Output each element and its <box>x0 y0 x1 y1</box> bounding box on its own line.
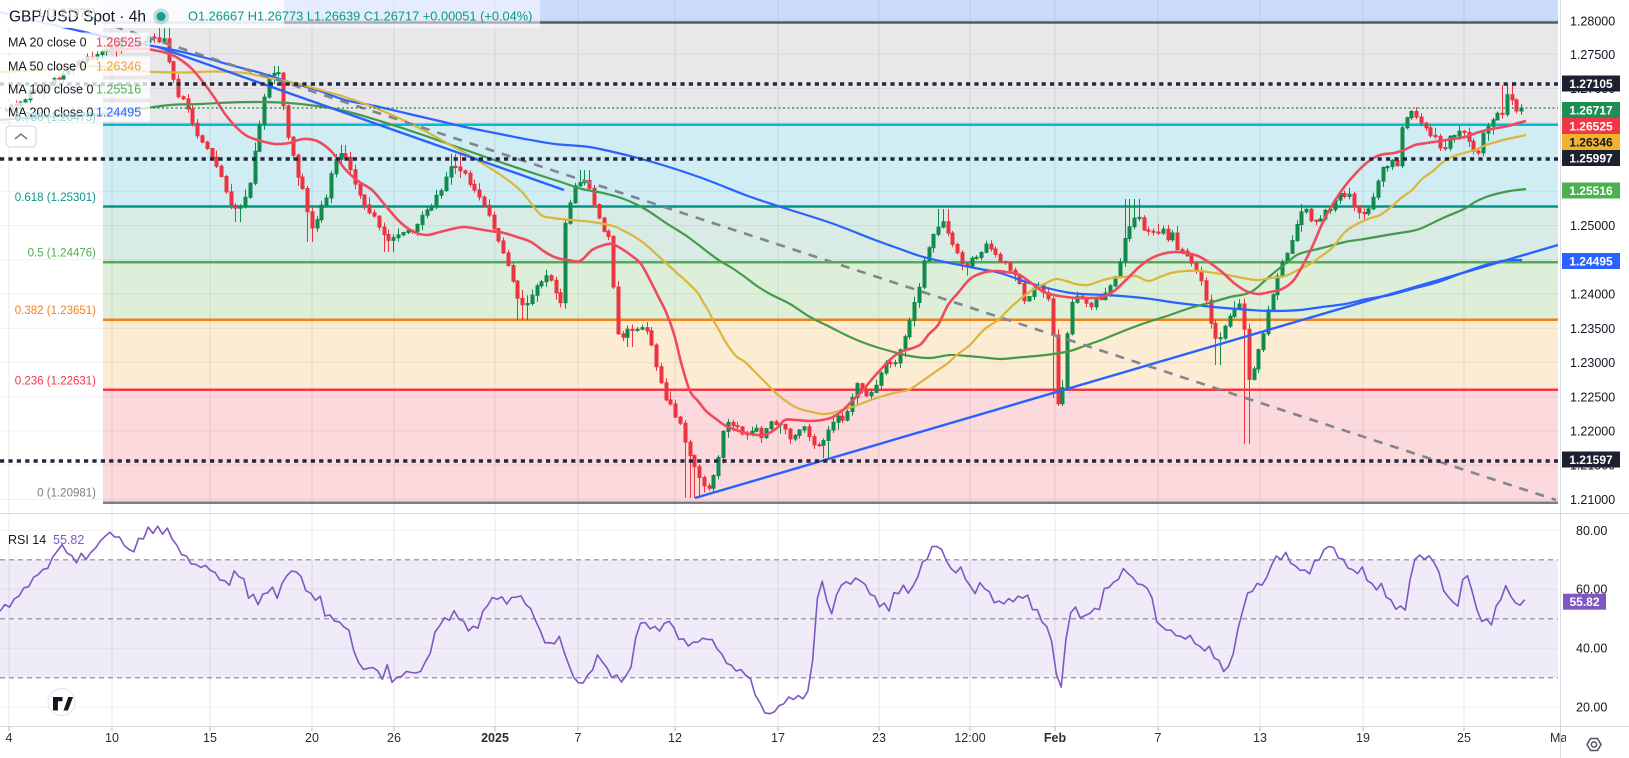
svg-text:1.24000: 1.24000 <box>1570 288 1615 302</box>
svg-text:60.00: 60.00 <box>1576 583 1607 597</box>
svg-text:23: 23 <box>872 731 886 745</box>
svg-text:1.21597: 1.21597 <box>1569 453 1613 467</box>
svg-text:19: 19 <box>1356 731 1370 745</box>
svg-text:1.23500: 1.23500 <box>1570 322 1615 336</box>
svg-text:40.00: 40.00 <box>1576 642 1607 656</box>
svg-text:MA 100 close 0: MA 100 close 0 <box>8 83 94 97</box>
svg-text:25: 25 <box>1457 731 1471 745</box>
svg-text:0.618 (1.25301): 0.618 (1.25301) <box>15 192 96 204</box>
svg-text:Feb: Feb <box>1044 731 1067 745</box>
svg-text:20.00: 20.00 <box>1576 701 1607 715</box>
svg-text:12: 12 <box>668 731 682 745</box>
svg-text:13: 13 <box>1253 731 1267 745</box>
svg-text:55.82: 55.82 <box>53 533 84 547</box>
svg-text:1.22000: 1.22000 <box>1570 425 1615 439</box>
svg-text:1.21000: 1.21000 <box>1570 493 1615 507</box>
svg-text:20: 20 <box>305 731 319 745</box>
svg-text:80.00: 80.00 <box>1576 524 1607 538</box>
svg-text:55.82: 55.82 <box>1569 595 1599 609</box>
svg-text:10: 10 <box>105 731 119 745</box>
svg-text:1.24495: 1.24495 <box>96 106 141 120</box>
svg-text:1.28000: 1.28000 <box>1570 15 1615 29</box>
svg-text:GBP/USD Spot · 4h: GBP/USD Spot · 4h <box>9 9 146 26</box>
svg-text:1.22500: 1.22500 <box>1570 390 1615 404</box>
svg-text:7: 7 <box>575 731 582 745</box>
svg-text:12:00: 12:00 <box>954 731 985 745</box>
svg-text:1.26346: 1.26346 <box>1569 136 1613 150</box>
svg-text:1.25997: 1.25997 <box>1569 152 1613 166</box>
svg-text:1.26525: 1.26525 <box>1569 120 1613 134</box>
svg-text:0.382 (1.23651): 0.382 (1.23651) <box>15 305 96 317</box>
svg-text:O1.26667 H1.26773 L1.26639 C1.: O1.26667 H1.26773 L1.26639 C1.26717 +0.0… <box>188 9 532 24</box>
svg-text:RSI 14: RSI 14 <box>8 533 46 547</box>
svg-text:1.27500: 1.27500 <box>1570 48 1615 62</box>
svg-text:1.25516: 1.25516 <box>1569 184 1613 198</box>
svg-text:1.25000: 1.25000 <box>1570 219 1615 233</box>
svg-text:1.26717: 1.26717 <box>1569 104 1613 118</box>
svg-text:1.26346: 1.26346 <box>96 60 141 74</box>
svg-text:MA 20 close 0: MA 20 close 0 <box>8 36 87 50</box>
svg-text:1.27105: 1.27105 <box>1569 77 1613 91</box>
svg-text:26: 26 <box>387 731 401 745</box>
svg-text:1.23000: 1.23000 <box>1570 356 1615 370</box>
svg-text:2025: 2025 <box>481 731 509 745</box>
svg-text:0.5 (1.24476): 0.5 (1.24476) <box>28 248 97 260</box>
svg-text:1.24495: 1.24495 <box>1569 255 1613 269</box>
svg-text:0.236 (1.22631): 0.236 (1.22631) <box>15 376 96 388</box>
svg-text:MA 200 close 0: MA 200 close 0 <box>8 106 94 120</box>
svg-text:MA 50 close 0: MA 50 close 0 <box>8 60 87 74</box>
svg-text:Mar: Mar <box>1550 731 1572 745</box>
svg-text:0.786 (1.26475): 0.786 (1.26475) <box>15 112 96 124</box>
svg-text:4: 4 <box>6 731 13 745</box>
svg-text:1 (1.27971): 1 (1.27971) <box>37 8 96 20</box>
svg-text:17: 17 <box>771 731 785 745</box>
svg-text:1.25516: 1.25516 <box>96 83 141 97</box>
svg-text:7: 7 <box>1155 731 1162 745</box>
svg-text:0 (1.20981): 0 (1.20981) <box>37 488 96 500</box>
svg-text:1.26525: 1.26525 <box>96 36 141 50</box>
svg-text:15: 15 <box>203 731 217 745</box>
